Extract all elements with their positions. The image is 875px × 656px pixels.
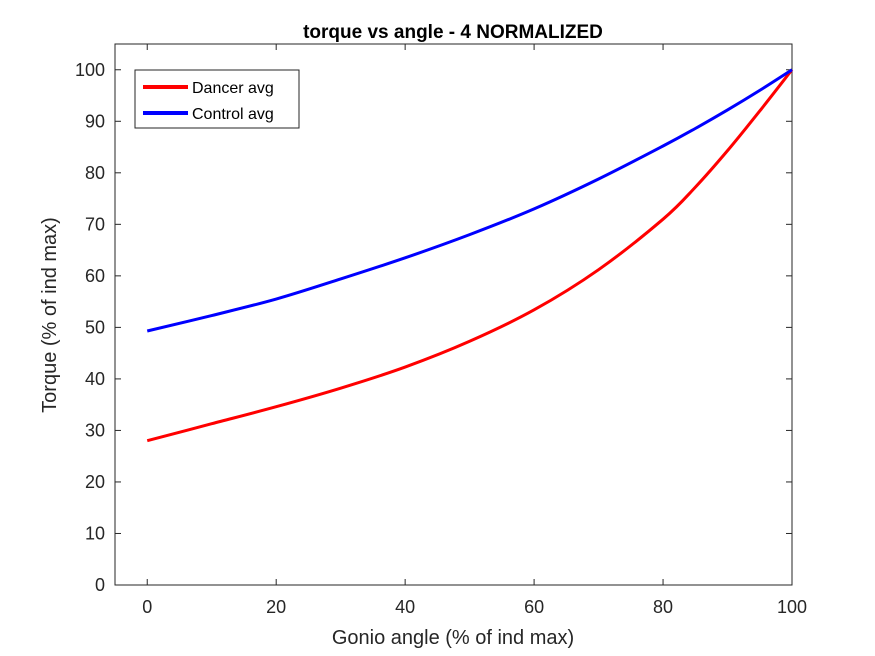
y-tick-label: 60 [85, 266, 105, 286]
legend: Dancer avg Control avg [134, 69, 300, 129]
y-tick-label: 80 [85, 163, 105, 183]
ticks: 0 20 40 60 80 100 0 10 20 30 40 50 60 70 80 90 100 [75, 44, 807, 617]
y-tick-label: 100 [75, 60, 105, 80]
plot-area [114, 43, 793, 586]
y-tick-label: 90 [85, 111, 105, 131]
y-tick-label: 40 [85, 369, 105, 389]
legend-label: Control avg [192, 106, 274, 123]
series-line-dancer-avg [146, 68, 794, 443]
x-tick-label: 20 [266, 597, 286, 617]
x-tick-label: 100 [777, 597, 807, 617]
x-tick-label: 0 [142, 597, 152, 617]
series-layer [146, 68, 794, 443]
legend-label: Dancer avg [192, 80, 274, 97]
y-tick-label: 0 [95, 575, 105, 595]
chart-title: torque vs angle - 4 NORMALIZED [303, 22, 603, 43]
x-axis-label: Gonio angle (% of ind max) [332, 627, 574, 649]
x-tick-label: 40 [395, 597, 415, 617]
y-tick-label: 50 [85, 317, 105, 337]
y-tick-label: 20 [85, 472, 105, 492]
y-axis-label: Torque (% of ind max) [39, 217, 61, 413]
y-tick-label: 10 [85, 523, 105, 543]
series-line-control-avg [146, 68, 793, 333]
y-tick-label: 30 [85, 420, 105, 440]
y-tick-label: 70 [85, 214, 105, 234]
x-tick-label: 60 [524, 597, 544, 617]
legend-box [134, 69, 300, 129]
x-tick-label: 80 [653, 597, 673, 617]
